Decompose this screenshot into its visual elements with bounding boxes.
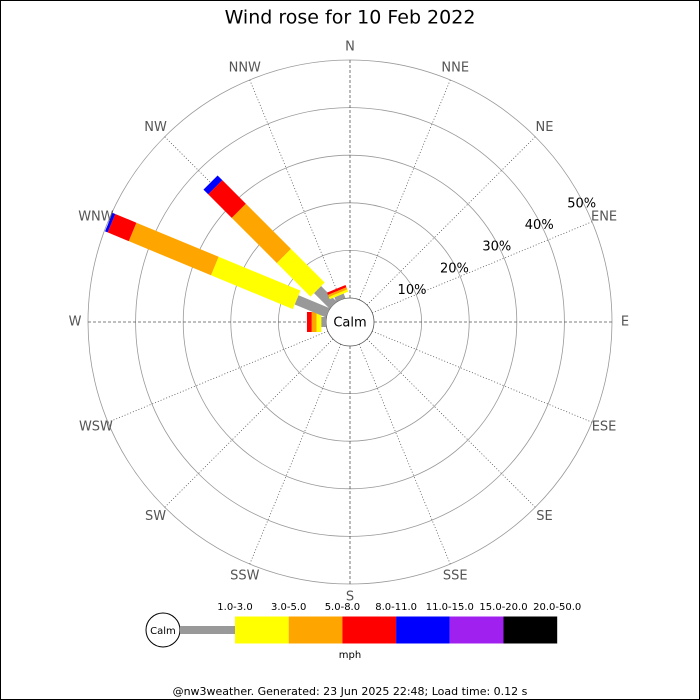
ring-label: 50% (567, 196, 596, 211)
direction-label: WNW (78, 209, 114, 224)
direction-label: NNE (441, 60, 469, 75)
legend-label: 5.0-8.0 (325, 602, 360, 613)
legend-swatch (180, 626, 235, 634)
bar-segment (327, 287, 348, 298)
bar-segment (128, 222, 219, 276)
legend-label: 8.0-11.0 (375, 602, 417, 613)
bar-segment (294, 295, 330, 318)
spoke (372, 330, 593, 423)
ring-label: 10% (398, 283, 427, 298)
bar-segment (104, 212, 116, 233)
direction-label: ESE (592, 420, 617, 435)
legend-swatch (503, 616, 558, 644)
legend-swatch (235, 616, 289, 644)
legend-label: 1.0-3.0 (217, 602, 252, 613)
spoke (107, 330, 328, 423)
bar-segment (327, 285, 347, 295)
bar-segment (208, 180, 246, 218)
ring-label: 40% (525, 218, 554, 233)
legend-label: 11.0-15.0 (426, 602, 474, 613)
chart-title: Wind rose for 10 Feb 2022 (225, 7, 476, 29)
spoke (358, 344, 451, 565)
direction-label: NW (144, 120, 167, 135)
direction-label: E (621, 315, 629, 330)
spoke (249, 344, 342, 565)
ring-label: 20% (440, 261, 469, 276)
direction-label: SSW (230, 569, 260, 584)
direction-label: NE (535, 120, 553, 135)
bar-segment (334, 293, 346, 302)
direction-label: SSE (443, 569, 468, 584)
footer: @nw3weather. Generated: 23 Jun 2025 22:4… (173, 685, 528, 698)
spoke (366, 338, 536, 508)
spoke (249, 79, 342, 300)
spoke (366, 136, 536, 306)
direction-label: SW (145, 509, 166, 524)
legend-label: 15.0-20.0 (479, 602, 527, 613)
bar-segment (107, 213, 137, 242)
bar-segment (231, 203, 291, 263)
spoke (372, 221, 593, 314)
bar-segment (321, 317, 326, 327)
ring-label: 30% (482, 240, 511, 255)
direction-label: NNW (229, 60, 261, 75)
direction-label: N (345, 40, 355, 55)
direction-label: S (346, 590, 354, 605)
bar-segment (311, 312, 317, 332)
bar-segment (210, 256, 301, 310)
spoke (358, 79, 451, 300)
legend-swatch (288, 616, 343, 644)
direction-label: W (69, 315, 82, 330)
legend-calm-label: Calm (150, 626, 176, 637)
bar-segment (316, 312, 322, 332)
unit-label: mph (339, 650, 361, 661)
bar-segment (314, 286, 337, 309)
spoke (164, 338, 334, 508)
direction-label: WSW (79, 420, 113, 435)
calm-label: Calm (333, 316, 366, 331)
bar-segment (276, 248, 325, 297)
legend-swatch (449, 616, 504, 644)
direction-label: ENE (591, 209, 617, 224)
bar-segment (306, 312, 312, 332)
legend-label: 3.0-5.0 (271, 602, 306, 613)
bar-segment (203, 175, 223, 195)
legend-label: 20.0-50.0 (533, 602, 581, 613)
direction-label: SE (536, 509, 552, 524)
legend-swatch (342, 616, 397, 644)
legend-swatch (396, 616, 450, 644)
bar-segment (328, 289, 349, 300)
